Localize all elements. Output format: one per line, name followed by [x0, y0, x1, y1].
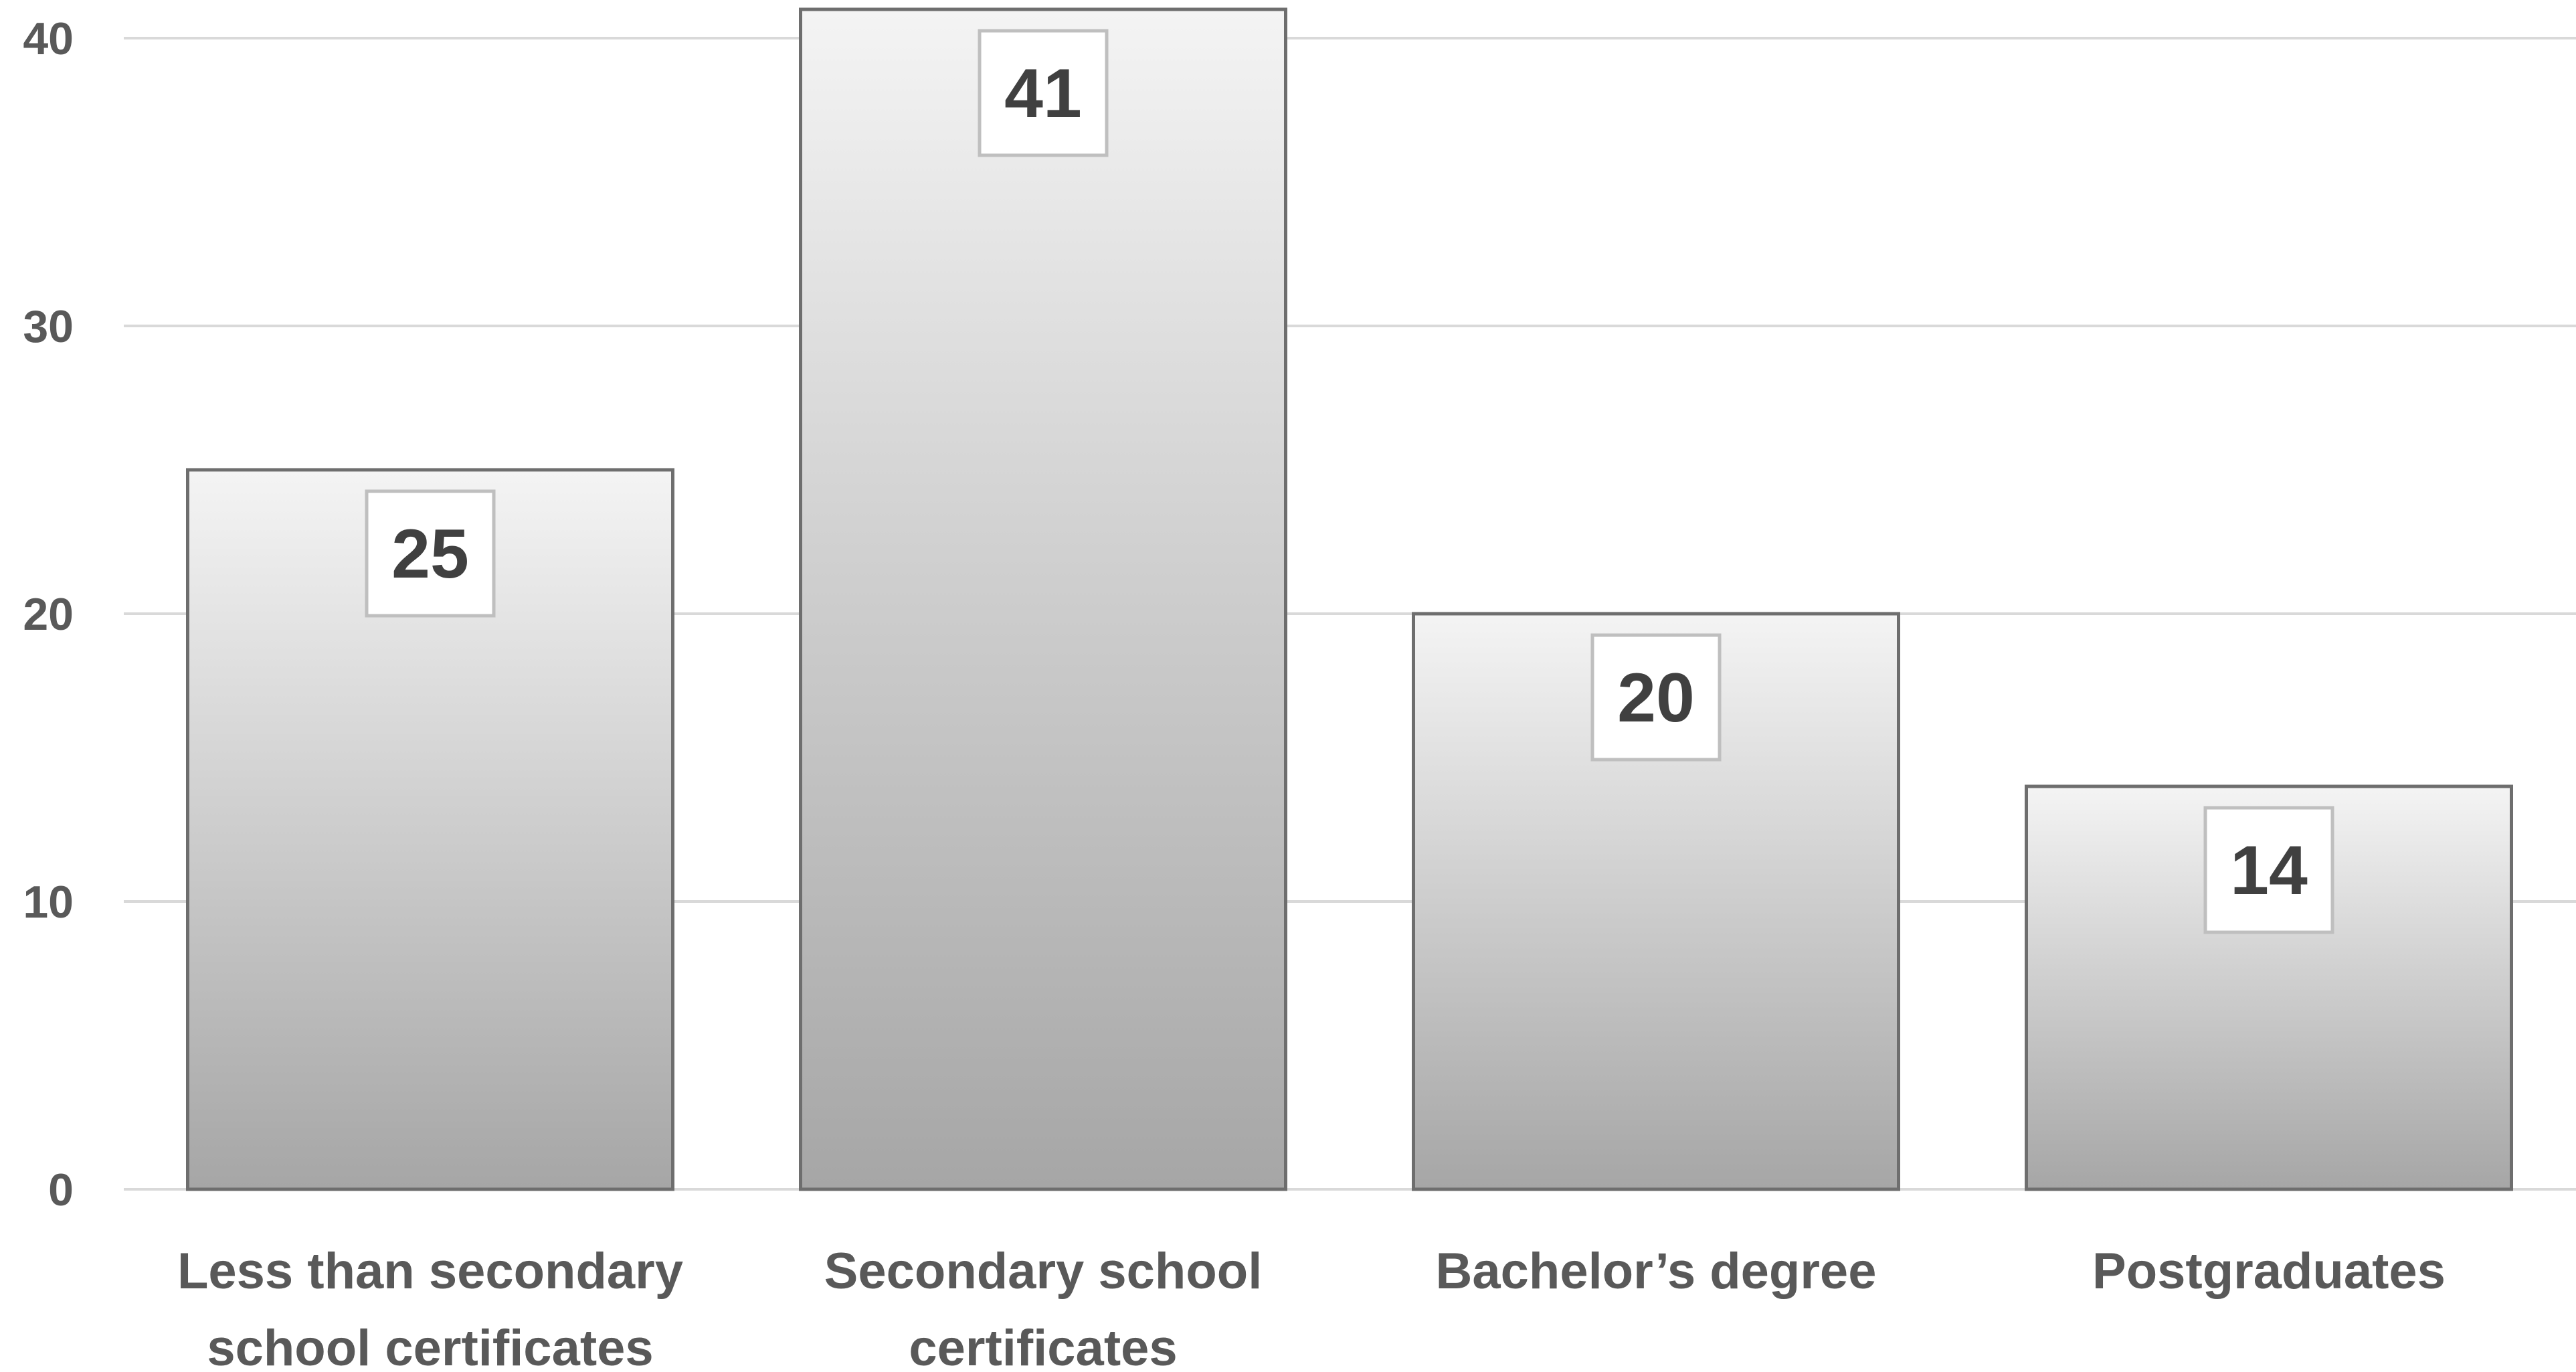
data-label-box — [365, 489, 496, 618]
y-tick-label: 0 — [48, 1165, 74, 1215]
data-label: 14 — [2230, 832, 2308, 910]
y-axis-tick-labels: 0 10 20 30 40 — [23, 13, 74, 1215]
data-label: 25 — [391, 515, 469, 593]
category-label: Postgraduates — [2092, 1243, 2446, 1300]
category-label: Secondary school — [824, 1243, 1263, 1300]
data-label: 20 — [1617, 659, 1695, 737]
y-tick-label: 20 — [23, 589, 74, 640]
y-tick-label: 40 — [23, 13, 74, 64]
data-labels: 25 41 20 14 — [365, 29, 2334, 934]
data-label-box — [978, 29, 1109, 157]
bars — [186, 7, 2513, 1191]
bar — [1412, 612, 1900, 1191]
data-label-box — [2203, 806, 2334, 934]
x-axis-category-labels: Less than secondary school certificates Se… — [177, 1243, 2446, 1372]
data-label: 41 — [1004, 55, 1082, 133]
data-label-box — [1590, 633, 1722, 762]
category-label: certificates — [909, 1320, 1177, 1372]
category-label: Less than secondary — [177, 1243, 683, 1300]
category-label: school certificates — [207, 1320, 653, 1372]
y-tick-label: 10 — [23, 877, 74, 928]
bar — [799, 7, 1287, 1191]
category-label: Bachelor’s degree — [1436, 1243, 1877, 1300]
y-tick-label: 30 — [23, 301, 74, 352]
